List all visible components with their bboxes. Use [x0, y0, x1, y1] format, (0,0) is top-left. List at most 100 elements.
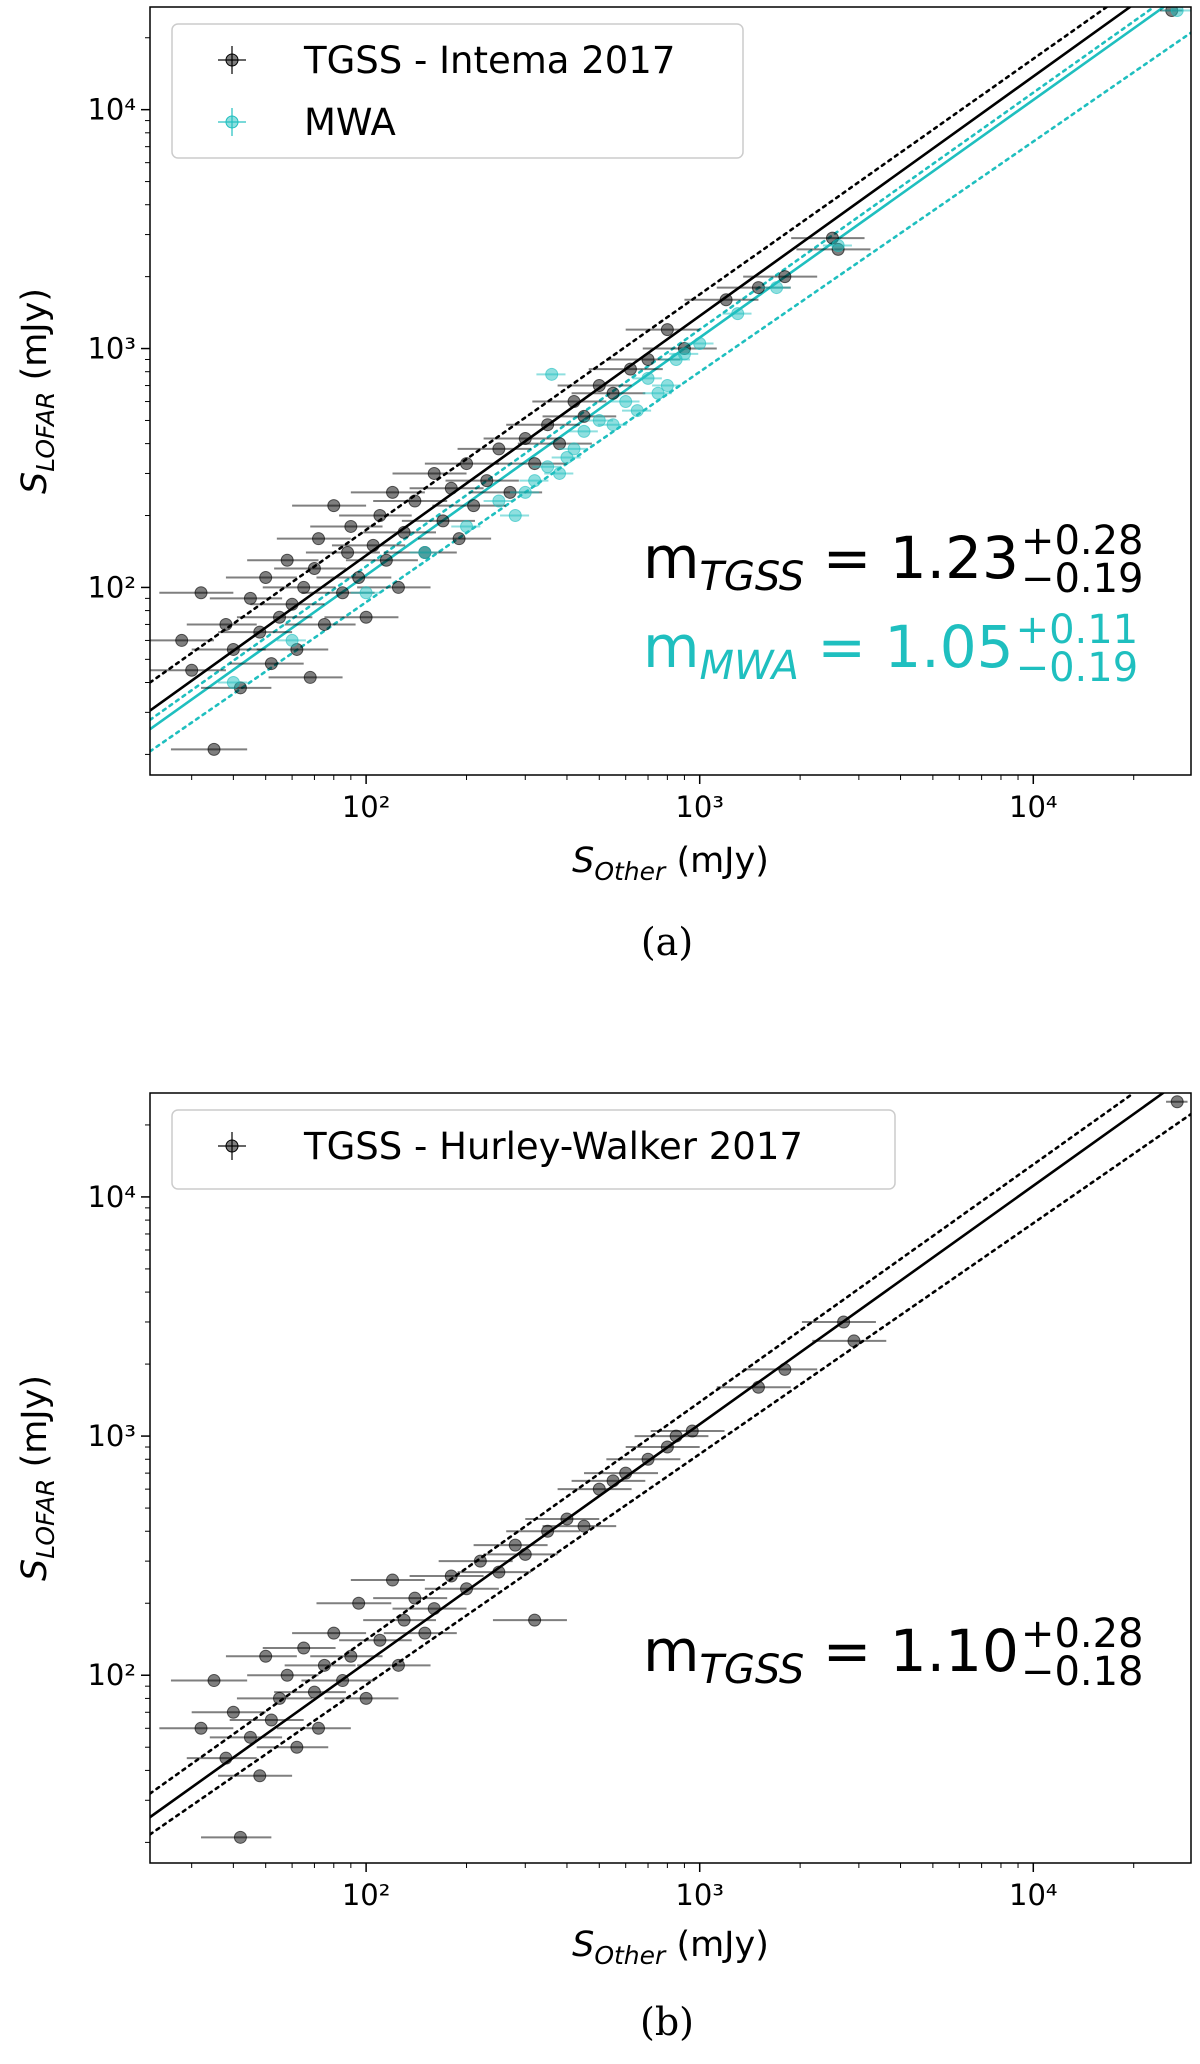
point	[592, 379, 606, 393]
point	[619, 1466, 633, 1480]
label-unit: (mJy)	[665, 1925, 769, 1965]
legend-box	[171, 1109, 896, 1190]
point	[660, 379, 674, 393]
x-tick-label: 10³	[675, 1878, 724, 1912]
annotation-m: m	[643, 1617, 700, 1685]
point	[577, 424, 591, 438]
label-sub: LOFAR	[31, 1479, 60, 1559]
point	[623, 362, 637, 376]
point	[528, 1613, 542, 1627]
point	[366, 538, 380, 552]
point	[577, 1519, 591, 1533]
point	[408, 1591, 422, 1605]
annotation-m: m	[643, 524, 700, 592]
point	[492, 1565, 506, 1579]
point	[344, 519, 358, 533]
annotation-inf: −0.19	[1016, 645, 1139, 691]
point	[391, 580, 405, 594]
annotation-sub: TGSS	[700, 1647, 805, 1693]
point	[606, 386, 620, 400]
point	[264, 657, 278, 671]
point	[560, 450, 574, 464]
point	[175, 633, 189, 647]
legend-label: TGSS - Intema 2017	[303, 39, 675, 82]
point	[418, 1626, 432, 1640]
point	[660, 323, 674, 337]
point	[641, 352, 655, 366]
x-tick-label: 10⁴	[1009, 1878, 1058, 1912]
point	[541, 418, 555, 432]
point	[219, 1751, 233, 1765]
point	[480, 474, 494, 488]
point	[352, 1596, 366, 1610]
point	[837, 1315, 851, 1329]
point	[297, 580, 311, 594]
xlabel: SOther (mJy)	[572, 841, 769, 886]
point	[264, 1713, 278, 1727]
point	[285, 633, 299, 647]
label-main: S	[15, 472, 55, 494]
point	[693, 336, 707, 350]
point	[518, 1547, 532, 1561]
point	[651, 386, 665, 400]
point	[641, 1452, 655, 1466]
point	[386, 1573, 400, 1587]
annotation: mTGSS = 1.10	[643, 1617, 1019, 1693]
point	[408, 494, 422, 508]
point	[528, 457, 542, 471]
point	[253, 625, 267, 639]
point	[359, 1691, 373, 1705]
point	[660, 1440, 674, 1454]
point	[606, 418, 620, 432]
point	[226, 675, 240, 689]
point	[460, 457, 474, 471]
point	[619, 395, 633, 409]
point	[336, 586, 350, 600]
point	[359, 610, 373, 624]
point	[285, 597, 299, 611]
label-main: S	[572, 1925, 594, 1965]
point	[272, 1691, 286, 1705]
point	[473, 1554, 487, 1568]
point	[641, 371, 655, 385]
point	[577, 409, 591, 423]
x-tick-label: 10⁴	[1009, 790, 1058, 824]
point	[391, 1658, 405, 1672]
point	[272, 610, 286, 624]
y-tick-label: 10⁴	[87, 93, 136, 127]
point	[297, 1641, 311, 1655]
legend-label: MWA	[304, 101, 396, 144]
point	[847, 1334, 861, 1348]
point	[778, 270, 792, 284]
point	[1170, 7, 1184, 18]
point	[560, 1512, 574, 1526]
point	[344, 1649, 358, 1663]
point	[397, 1613, 411, 1627]
label-unit: (mJy)	[15, 1375, 55, 1479]
point	[508, 509, 522, 523]
legend-box	[171, 23, 744, 159]
fit-line	[150, 1112, 1191, 1836]
point	[427, 1602, 441, 1616]
xlabel: SOther (mJy)	[572, 1925, 769, 1970]
annotation-eq: = 1.05	[799, 613, 1014, 681]
point	[243, 591, 257, 605]
label-sub: Other	[594, 1941, 667, 1970]
fit-line	[150, 1093, 1165, 1819]
point	[427, 466, 441, 480]
plot-area	[150, 1093, 1191, 1844]
point	[444, 481, 458, 495]
point	[460, 519, 474, 533]
annotation-eq: = 1.23	[804, 524, 1019, 592]
ylabel: SLOFAR (mJy)	[15, 1375, 60, 1581]
point	[307, 562, 321, 576]
ylabel: SLOFAR (mJy)	[15, 288, 60, 494]
point	[545, 367, 559, 381]
point	[685, 1424, 699, 1438]
point	[259, 1649, 273, 1663]
point	[397, 525, 411, 539]
x-tick-label: 10²	[342, 790, 391, 824]
point	[630, 404, 644, 418]
